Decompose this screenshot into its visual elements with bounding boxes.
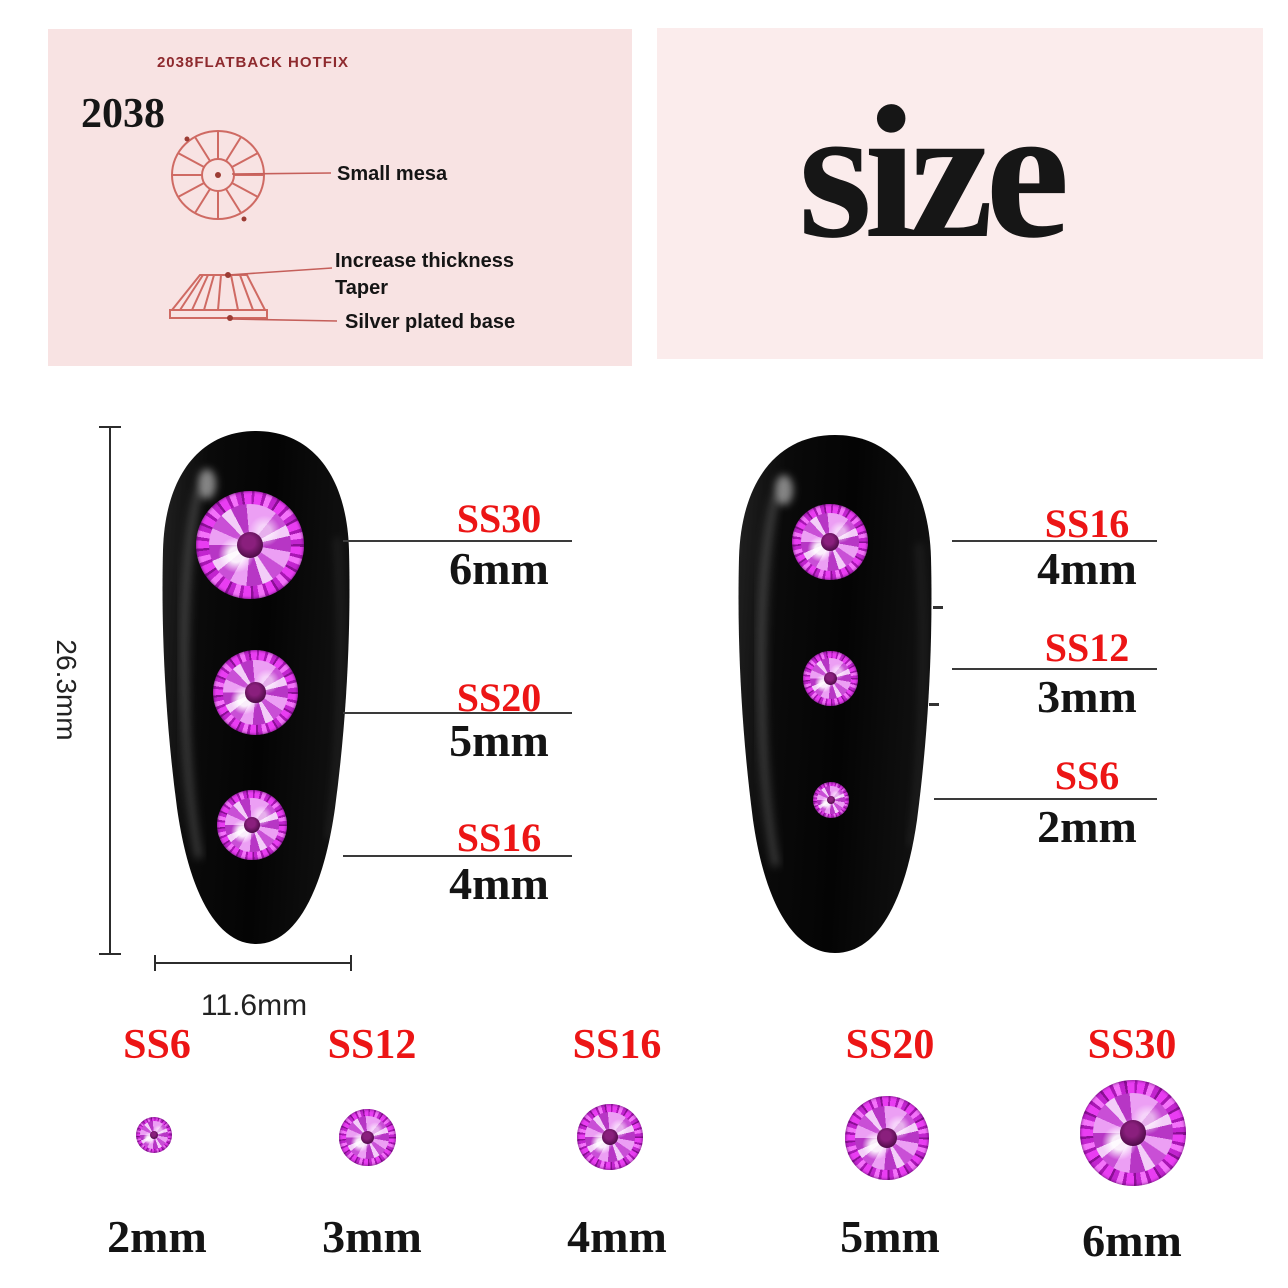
- rhinestone-ss6: [813, 782, 849, 818]
- measure-tick-left: [154, 955, 156, 971]
- size-row-stone-ss12: [339, 1109, 396, 1166]
- callout-size-4mm: 4mm: [1037, 543, 1137, 594]
- leader-line: [952, 668, 1157, 670]
- width-measure-label: 11.6mm: [200, 989, 308, 1022]
- size-row-mm-2mm: 2mm: [107, 1211, 207, 1262]
- width-measure-line: [155, 962, 352, 964]
- size-row-stone-ss20: [845, 1096, 929, 1180]
- size-row-mm-4mm: 4mm: [567, 1211, 667, 1262]
- nail-edge-tick: [933, 606, 943, 609]
- side-view-diagram: [169, 274, 268, 319]
- callout-size-4mm: 4mm: [449, 858, 549, 909]
- size-row-code-ss12: SS12: [327, 1022, 417, 1068]
- diagram-dots: [184, 136, 247, 321]
- rhinestone-ss16: [217, 790, 287, 860]
- rhinestone-ss12: [803, 651, 858, 706]
- callout-size-6mm: 6mm: [449, 543, 549, 594]
- size-title: size: [798, 68, 1069, 278]
- callout-size-3mm: 3mm: [1037, 671, 1137, 722]
- callout-code-ss12: SS12: [1044, 625, 1130, 670]
- size-row-code-ss30: SS30: [1087, 1022, 1177, 1068]
- size-row-stone-ss30: [1080, 1080, 1186, 1186]
- top-view-label: Small mesa: [337, 163, 448, 185]
- size-row-stone-ss16: [577, 1104, 643, 1170]
- size-row-mm-6mm: 6mm: [1082, 1215, 1182, 1266]
- spec-panel: 2038FLATBACK HOTFIX 2038: [48, 29, 632, 366]
- size-row-code-ss6: SS6: [123, 1022, 191, 1068]
- height-measure-label: 26.3mm: [51, 639, 82, 741]
- leader-line: [343, 712, 572, 714]
- leader-line: [343, 855, 572, 857]
- leader-line: [343, 540, 572, 542]
- callout-code-ss16: SS16: [1044, 501, 1130, 546]
- nail-gloss-highlight: [757, 494, 781, 867]
- leader-lines: [227, 172, 338, 322]
- top-view-diagram: [171, 130, 265, 220]
- rhinestone-spec-diagram: [169, 130, 338, 322]
- rhinestone-ss16: [792, 504, 868, 580]
- callout-code-ss30: SS30: [456, 496, 542, 541]
- height-measure-line: [109, 427, 111, 955]
- callout-size-5mm: 5mm: [449, 715, 549, 766]
- size-row-mm-3mm: 3mm: [322, 1211, 422, 1262]
- callout-code-ss6: SS6: [1054, 753, 1120, 798]
- callout-code-ss20: SS20: [456, 675, 542, 720]
- measure-cap-top: [99, 426, 121, 428]
- size-row-mm-5mm: 5mm: [840, 1211, 940, 1262]
- size-row-stone-ss6: [136, 1117, 172, 1153]
- side-view-label-base: Silver plated base: [345, 311, 516, 333]
- measure-cap-bottom: [99, 953, 121, 955]
- leader-line: [952, 540, 1157, 542]
- rhinestone-ss20: [213, 650, 298, 735]
- side-view-label-taper: Taper: [335, 277, 388, 299]
- size-panel: size: [657, 28, 1263, 359]
- spec-panel-header: 2038FLATBACK HOTFIX: [156, 54, 350, 71]
- callout-size-2mm: 2mm: [1037, 801, 1137, 852]
- nail-edge-tick: [929, 703, 939, 706]
- model-number: 2038: [81, 91, 165, 137]
- size-row-code-ss16: SS16: [572, 1022, 662, 1068]
- nail-gloss-highlight: [180, 488, 204, 859]
- measure-tick-right: [350, 955, 352, 971]
- leader-line: [934, 798, 1157, 800]
- size-row-code-ss20: SS20: [845, 1022, 935, 1068]
- rhinestone-ss30: [196, 491, 304, 599]
- callout-code-ss16: SS16: [456, 815, 542, 860]
- side-view-label-thickness: Increase thickness: [335, 250, 514, 272]
